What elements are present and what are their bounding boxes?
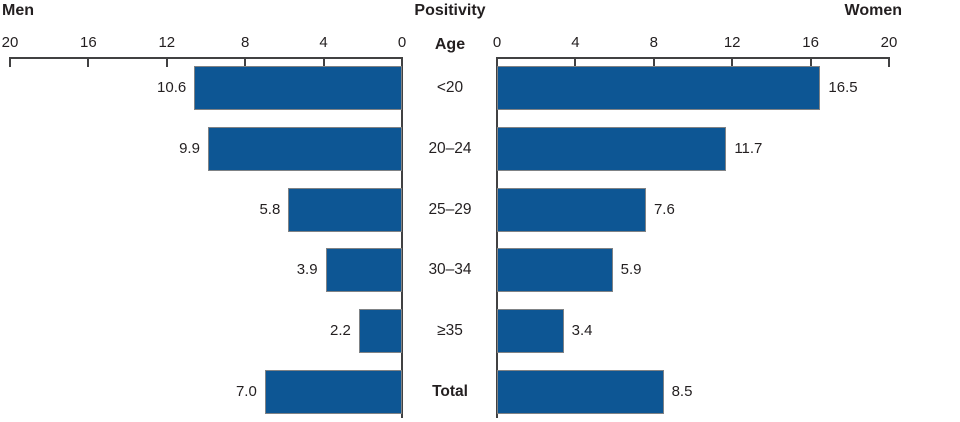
men-bar — [207, 126, 402, 171]
left-axis-tick — [165, 57, 168, 67]
left-axis-tick — [244, 57, 247, 67]
right-axis-tick — [731, 57, 734, 67]
left-axis-tick-label: 4 — [319, 34, 328, 51]
men-value-label: 9.9 — [179, 139, 200, 157]
right-axis-tick — [888, 57, 890, 67]
age-category-label: <20 — [436, 79, 464, 96]
age-column-header: Age — [434, 36, 466, 53]
women-bar — [497, 248, 613, 293]
men-bar — [325, 248, 402, 293]
women-value-label: 11.7 — [734, 139, 763, 157]
left-axis-tick-label: 0 — [397, 34, 407, 51]
left-axis-tick-label: 12 — [158, 34, 176, 51]
men-bar — [264, 370, 402, 414]
right-axis-tick-label: 12 — [723, 34, 741, 51]
age-category-label: 30–34 — [428, 261, 472, 279]
right-axis-tick-label: 16 — [802, 34, 819, 51]
women-bar — [497, 309, 564, 354]
right-axis-tick — [652, 57, 655, 67]
women-value-label: 3.4 — [571, 322, 593, 340]
women-value-label: 16.5 — [828, 79, 858, 96]
age-category-label: ≥35 — [437, 322, 463, 340]
men-value-label: 3.9 — [296, 261, 318, 279]
age-category-label: Total — [432, 383, 468, 400]
right-axis-tick — [809, 57, 812, 67]
left-axis-tick-label: 20 — [1, 34, 19, 51]
women-value-label: 7.6 — [653, 200, 675, 218]
left-zero-spine — [401, 57, 403, 418]
right-axis-tick-label: 4 — [571, 34, 580, 51]
women-bar — [497, 66, 821, 110]
left-axis-tick — [87, 57, 90, 67]
left-axis-tick-label: 16 — [80, 34, 97, 51]
men-value-label: 2.2 — [330, 322, 351, 340]
men-series-title: Men — [2, 2, 34, 19]
age-category-label: 20–24 — [428, 139, 472, 157]
left-axis-tick — [9, 57, 11, 67]
right-axis-line — [497, 57, 890, 59]
men-value-label: 5.8 — [259, 200, 281, 218]
age-category-label: 25–29 — [428, 200, 472, 218]
men-bar — [194, 66, 402, 110]
right-axis-tick — [574, 57, 577, 67]
women-value-label: 5.9 — [620, 261, 642, 279]
left-axis-tick-label: 8 — [241, 34, 250, 51]
women-bar — [497, 187, 646, 232]
men-value-label: 10.6 — [157, 79, 187, 96]
right-zero-spine — [496, 57, 498, 418]
women-bar — [497, 370, 664, 414]
women-value-label: 8.5 — [671, 383, 693, 400]
right-axis-tick-label: 20 — [880, 34, 898, 51]
men-value-label: 7.0 — [235, 383, 257, 400]
left-axis-tick — [322, 57, 325, 67]
women-bar — [497, 126, 727, 171]
men-bar — [358, 309, 402, 354]
chart-title: Positivity — [414, 2, 486, 19]
right-axis-tick-label: 8 — [649, 34, 658, 51]
right-axis-tick-label: 0 — [492, 34, 502, 51]
men-bar — [288, 187, 402, 232]
women-series-title: Women — [844, 2, 902, 19]
left-axis-line — [10, 57, 403, 59]
